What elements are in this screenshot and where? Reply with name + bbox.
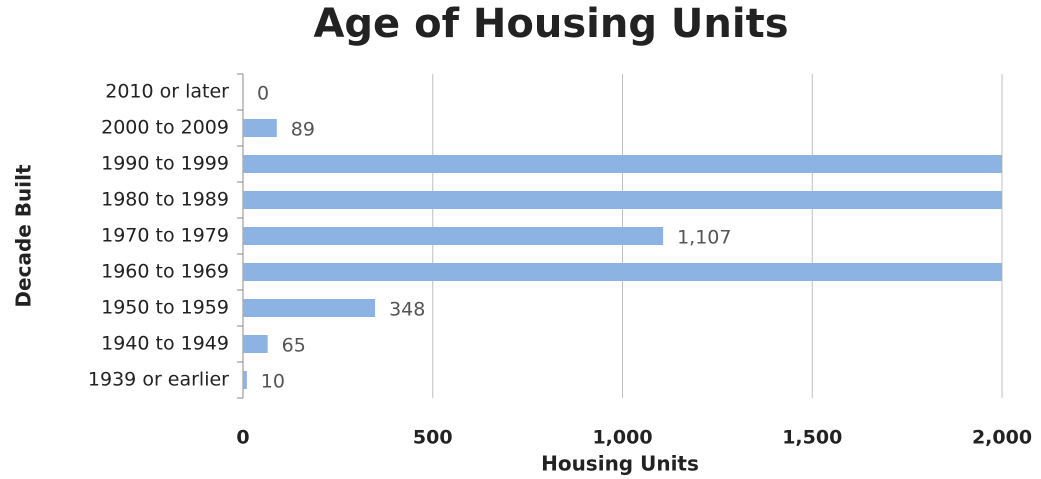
bar	[243, 191, 1002, 209]
bar	[243, 371, 247, 389]
bar	[243, 263, 1002, 281]
y-tick-label: 2000 to 2009	[101, 117, 229, 139]
y-tick-label: 1970 to 1979	[101, 225, 229, 247]
y-tick-label: 1960 to 1969	[101, 261, 229, 283]
bar	[243, 227, 664, 245]
bar	[243, 299, 376, 317]
chart-title: Age of Housing Units	[313, 1, 788, 47]
value-label: 10	[261, 371, 285, 393]
y-axis-title: Decade Built	[12, 164, 36, 308]
y-tick-label: 1940 to 1949	[101, 333, 229, 355]
x-tick-label: 1,500	[782, 427, 842, 449]
bar	[243, 335, 268, 353]
x-tick-label: 500	[413, 427, 453, 449]
value-label: 65	[282, 335, 306, 357]
y-tick-label: 2010 or later	[105, 81, 229, 103]
x-axis-title: Housing Units	[541, 452, 699, 476]
y-tick-label: 1950 to 1959	[101, 297, 229, 319]
x-tick-label: 1,000	[592, 427, 652, 449]
y-tick-label: 1939 or earlier	[88, 369, 229, 391]
bar	[243, 119, 277, 137]
value-label: 89	[291, 119, 315, 141]
y-tick-label: 1990 to 1999	[101, 153, 229, 175]
x-tick-label: 0	[236, 427, 249, 449]
x-tick-label: 2,000	[972, 427, 1032, 449]
value-label: 1,107	[677, 227, 731, 249]
value-label: 348	[389, 299, 425, 321]
value-label: 0	[257, 83, 269, 105]
y-tick-label: 1980 to 1989	[101, 189, 229, 211]
bar	[243, 155, 1002, 173]
